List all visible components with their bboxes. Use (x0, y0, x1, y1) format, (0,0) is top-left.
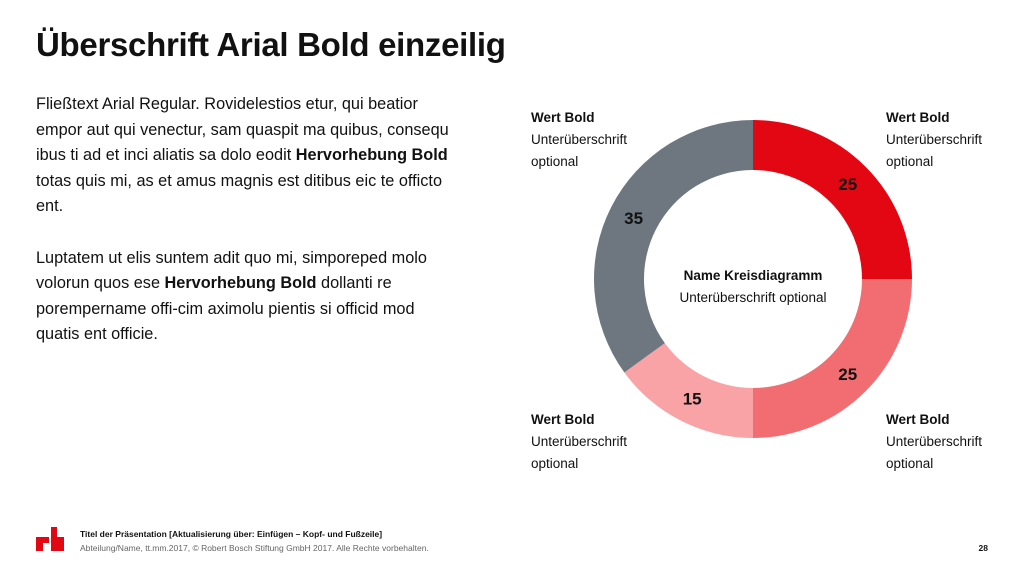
corner-label-top-right: Wert Bold Unterüberschrift optional (886, 107, 982, 173)
corner-optional: optional (886, 456, 934, 471)
corner-value: Wert Bold (531, 110, 595, 125)
donut-chart: 25 25 15 35 Wert Bold Unterüberschrift opti… (500, 100, 1010, 480)
chart-center-label: Name Kreisdiagramm Unterüberschrift opti… (679, 265, 826, 309)
corner-label-bottom-left: Wert Bold Unterüberschrift optional (531, 409, 627, 475)
corner-subtitle: Unterüberschrift (886, 132, 983, 147)
paragraph-2: Luptatem ut elis suntem adit quo mi, sim… (36, 246, 456, 348)
corner-value: Wert Bold (886, 412, 950, 427)
rb-logo-icon (36, 527, 64, 551)
donut-slice (624, 343, 753, 438)
slice-value-label: 35 (624, 209, 643, 228)
paragraph-2-emphasis: Hervorhebung Bold (164, 274, 317, 293)
corner-subtitle: Unterüberschrift (531, 132, 628, 147)
slice-value-label: 15 (683, 389, 702, 408)
paragraph-1: Fließtext Arial Regular. Rovidelestios e… (36, 92, 456, 220)
donut-slice (753, 120, 912, 279)
body-text: Fließtext Arial Regular. Rovidelestios e… (36, 92, 456, 348)
paragraph-2-text-b: dollanti re porempername offi-cim aximol… (36, 274, 415, 344)
corner-label-top-left: Wert Bold Unterüberschrift optional (531, 107, 627, 173)
donut-chart-svg: 25 25 15 35 (594, 120, 912, 438)
corner-label-bottom-right: Wert Bold Unterüberschrift optional (886, 409, 982, 475)
paragraph-1-text-a: Fließtext Arial Regular. Rovidelestios e… (36, 95, 449, 165)
paragraph-1-text-b: totas quis mi, as et amus magnis est dit… (36, 171, 443, 216)
donut-slice (594, 120, 753, 373)
slice-value-label: 25 (838, 175, 857, 194)
corner-optional: optional (531, 456, 579, 471)
corner-optional: optional (531, 154, 579, 169)
donut-slice (753, 279, 912, 438)
paragraph-2-text-a: Luptatem ut elis suntem adit quo mi, sim… (36, 248, 427, 293)
corner-value: Wert Bold (886, 110, 950, 125)
footer-copyright: Abteilung/Name, tt.mm.2017, © Robert Bos… (80, 543, 429, 553)
chart-title: Name Kreisdiagramm (683, 268, 823, 283)
slide-title: Überschrift Arial Bold einzeilig (36, 26, 506, 63)
corner-optional: optional (886, 154, 934, 169)
corner-value: Wert Bold (531, 412, 595, 427)
footer-presentation-title: Titel der Präsentation [Aktualisierung ü… (80, 529, 383, 539)
paragraph-1-emphasis: Hervorhebung Bold (295, 146, 448, 165)
chart-subtitle: Unterüberschrift optional (679, 290, 827, 305)
corner-subtitle: Unterüberschrift (531, 434, 628, 449)
corner-subtitle: Unterüberschrift (886, 434, 983, 449)
page-number: 28 (978, 543, 988, 553)
footer: Titel der Präsentation [Aktualisierung ü… (36, 525, 996, 555)
slice-value-label: 25 (838, 365, 857, 384)
